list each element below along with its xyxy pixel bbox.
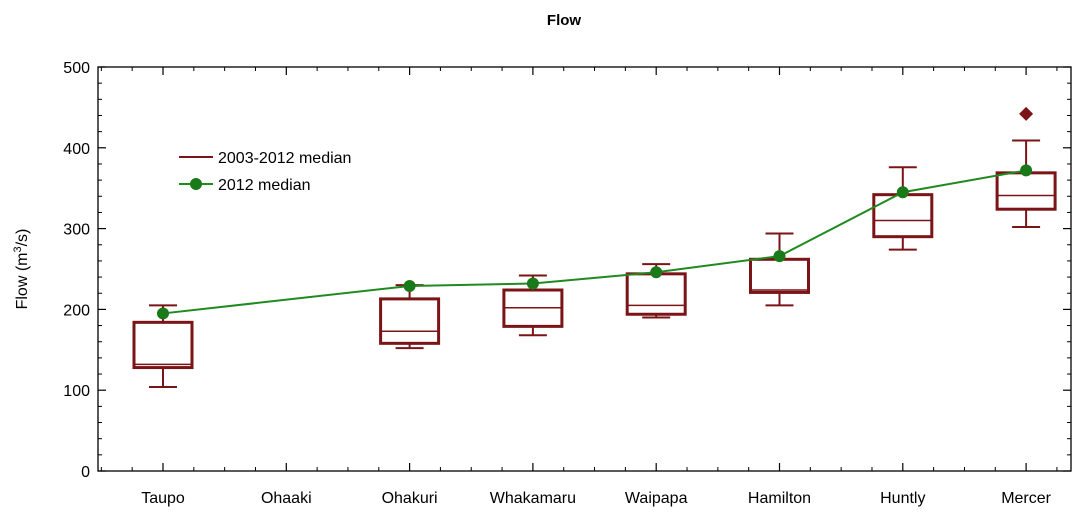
box-series xyxy=(132,106,1057,388)
x-tick-label: Waipapa xyxy=(625,490,688,507)
y-tick-label: 500 xyxy=(63,60,90,77)
box-whakamaru xyxy=(502,274,564,337)
x-tick-label: Taupo xyxy=(141,490,185,507)
y-tick-label: 400 xyxy=(63,141,90,158)
box-hamilton xyxy=(749,232,810,307)
box-huntly xyxy=(872,166,934,251)
y-axis-label: Flow (m3/s) xyxy=(12,229,31,310)
box-body xyxy=(749,257,810,294)
y-tick-label: 200 xyxy=(63,302,90,319)
data-point xyxy=(650,266,663,279)
legend: 2003-2012 median 2012 median xyxy=(179,150,351,194)
data-point xyxy=(403,279,416,292)
box-body xyxy=(132,320,194,370)
box-body xyxy=(625,272,687,316)
box-taupo xyxy=(132,304,194,388)
plot-frame xyxy=(97,66,1072,472)
legend-line-label: 2012 median xyxy=(218,177,311,194)
x-axis: Taupo Ohaaki Ohakuri Whakamaru Waipapa Hamilt… xyxy=(100,67,1058,507)
box-body xyxy=(379,297,441,345)
box-body xyxy=(872,193,934,239)
box-body xyxy=(995,171,1057,211)
data-point xyxy=(157,307,169,320)
x-tick-label: Huntly xyxy=(880,490,925,507)
y-axis: 0 100 200 300 400 500 xyxy=(63,60,1071,481)
data-point xyxy=(773,250,786,263)
outlier-marker xyxy=(1019,106,1034,121)
chart-title: Flow xyxy=(547,12,581,29)
x-tick-label: Whakamaru xyxy=(490,490,576,507)
box-waipapa xyxy=(625,263,687,319)
median-2012-series xyxy=(157,164,1033,320)
plot-area: 0 100 200 300 400 500 Taupo Ohaaki Ohakuri Whaka… xyxy=(63,60,1072,507)
data-point xyxy=(896,186,909,199)
box-mercer xyxy=(995,139,1057,228)
legend-line-marker xyxy=(190,178,202,190)
y-tick-label: 300 xyxy=(63,222,90,239)
x-tick-label: Ohakuri xyxy=(382,490,438,507)
data-point xyxy=(1020,164,1033,177)
y-tick-label: 0 xyxy=(81,464,90,481)
x-tick-label: Hamilton xyxy=(748,490,811,507)
y-tick-label: 100 xyxy=(63,383,90,400)
x-tick-label: Ohaaki xyxy=(261,490,312,507)
box-ohakuri xyxy=(379,284,441,350)
x-tick-label: Mercer xyxy=(1001,490,1051,507)
legend-box-label: 2003-2012 median xyxy=(218,150,351,167)
data-point xyxy=(526,277,539,290)
